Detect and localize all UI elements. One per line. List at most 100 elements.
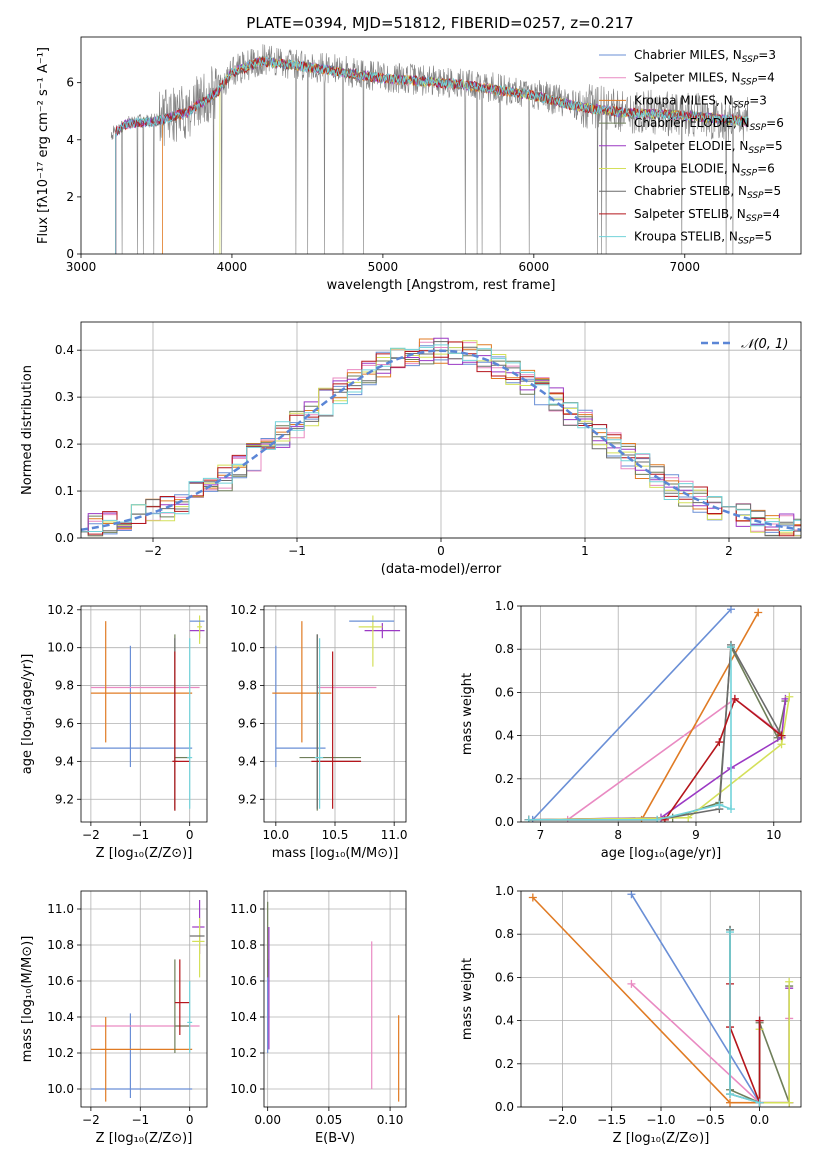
errorbar-point: [174, 959, 190, 1053]
plus-marker: [653, 815, 662, 822]
errorbar-point: [90, 1013, 193, 1098]
gaussian-reference-curve: [81, 349, 801, 532]
legend-entry: Kroupa ELODIE, NSSP=6: [634, 162, 775, 179]
x-tick-label: 0.00: [254, 1113, 281, 1127]
plus-marker: [627, 891, 636, 899]
y-tick-label: 0.2: [55, 437, 74, 451]
y-tick-label: 10.2: [47, 603, 74, 617]
figure-title: PLATE=0394, MJD=51812, FIBERID=0257, z=0…: [246, 14, 633, 32]
mass-weight-line: [528, 696, 791, 821]
axes-frame: [80, 605, 208, 823]
errorbar-point: [358, 615, 383, 667]
y-tick-label: 0.0: [495, 1100, 514, 1114]
legend-entry: Chabrier STELIB, NSSP=5: [634, 184, 781, 201]
errorbar-point: [314, 638, 324, 809]
panel-spectrum: 3000 4000 5000 6000 7000 0 2 4 6 wavelength [Angs…: [36, 36, 802, 293]
mass-weight-line: [532, 608, 732, 821]
errorbar-point: [187, 638, 193, 809]
y-tick-label: 9.8: [238, 679, 257, 693]
axes-frame: [520, 605, 802, 823]
y-tick-label: 0.2: [495, 772, 514, 786]
y-tick-label: 9.4: [238, 754, 257, 768]
spectrum-legend: Chabrier MILES, NSSP=3 Salpeter MILES, NS…: [599, 48, 784, 247]
x-tick-label: 0: [437, 544, 445, 558]
y-tick-label: 9.6: [238, 716, 257, 730]
axes-frame: [263, 890, 407, 1108]
panel-age_vs_Z: −2 −1 0 9.2 9.4 9.6 9.8 10.0 10.2 Z [log₁₀(Z/Z⊙)]…: [20, 603, 208, 861]
x-tick-label: 10.0: [262, 828, 289, 842]
y-tick-label: 10.2: [230, 603, 257, 617]
errorbar-point: [90, 621, 193, 743]
errorbar-point: [174, 634, 190, 811]
plot-area: [81, 337, 801, 537]
x-tick-label: −1.0: [646, 1113, 675, 1127]
y-tick-label: 6: [66, 76, 74, 90]
plus-marker: [715, 800, 724, 809]
plus-marker: [726, 1098, 735, 1107]
y-axis-label: mass weight: [460, 673, 475, 755]
plus-marker: [727, 643, 735, 652]
plot-area: [267, 901, 400, 1102]
x-tick-label: 8: [614, 828, 622, 842]
plot-area: [272, 615, 401, 811]
legend-entry: Kroupa MILES, NSSP=3: [634, 93, 767, 110]
y-tick-label: 10.4: [47, 1010, 74, 1024]
x-tick-label: −1: [131, 1113, 149, 1127]
x-tick-label: 7000: [670, 260, 701, 274]
model-spectrum-line: [115, 55, 749, 254]
errorbar-point: [192, 900, 205, 954]
plus-marker: [727, 805, 735, 814]
x-axis-label: Z [log₁₀(Z/Z⊙)]: [96, 846, 193, 861]
panel-mass_vs_EBV: 0.00 0.05 0.10 10.0 10.2 10.4 10.6 10.8 11.0 E(B-…: [230, 890, 407, 1146]
x-tick-label: 0: [186, 1113, 194, 1127]
y-tick-label: 0: [66, 247, 74, 261]
axes-frame: [80, 36, 802, 255]
x-tick-label: 0: [186, 828, 194, 842]
x-axis-label: E(B-V): [315, 1131, 355, 1146]
x-tick-label: −2: [82, 828, 100, 842]
y-tick-label: 10.6: [47, 974, 74, 988]
mass-weight-line: [758, 988, 790, 1104]
mass-weight-line: [729, 932, 760, 1104]
errorbar-point: [192, 918, 205, 978]
legend-entry: Chabrier MILES, NSSP=3: [634, 48, 776, 65]
x-axis-label: Z [log₁₀(Z/Z⊙)]: [613, 1131, 710, 1146]
histogram-step: [81, 341, 801, 537]
plus-marker: [528, 893, 537, 902]
x-tick-label: −2: [82, 1113, 100, 1127]
x-tick-label: −1: [288, 544, 306, 558]
plus-marker: [785, 692, 794, 701]
y-tick-label: 10.2: [230, 1046, 257, 1060]
y-tick-label: 0.4: [55, 343, 74, 357]
x-axis-label: (data-model)/error: [381, 562, 502, 577]
y-tick-label: 0.3: [55, 390, 74, 404]
panel-age_vs_mass: 10.0 10.5 11.0 9.2 9.4 9.6 9.8 10.0 10.2 mass [lo…: [230, 603, 407, 861]
plus-marker: [754, 608, 763, 617]
y-tick-label: 0.4: [495, 1014, 514, 1028]
panel-residuals: −2 −1 0 1 2 0.0 0.1 0.2 0.3 0.4 (data-model)/error…: [20, 321, 802, 577]
plus-marker: [627, 979, 636, 988]
panel-cumulative_mass_vs_age: 7 8 9 10 0.0 0.2 0.4 0.6 0.8 1.0 age [log₁₀(age/yr…: [460, 599, 802, 861]
errorbar-point: [172, 651, 190, 811]
axes-frame: [80, 890, 208, 1108]
y-tick-label: 10.6: [230, 974, 257, 988]
plus-marker: [727, 606, 735, 614]
x-tick-label: 3000: [66, 260, 97, 274]
plus-marker: [777, 731, 786, 740]
x-tick-label: 7: [537, 828, 545, 842]
x-tick-label: 10: [766, 828, 781, 842]
y-tick-label: 10.2: [47, 1046, 74, 1060]
histogram-step: [81, 344, 801, 533]
plus-marker: [524, 815, 533, 822]
mass-weight-line: [528, 647, 732, 821]
errorbar-point: [316, 634, 362, 809]
y-tick-label: 10.4: [230, 1010, 257, 1024]
mass-weight-line: [630, 893, 761, 1104]
y-tick-label: 9.6: [55, 716, 74, 730]
legend-entry: Chabrier ELODIE, NSSP=6: [634, 116, 784, 133]
plus-marker: [730, 694, 739, 703]
x-axis-label: Z [log₁₀(Z/Z⊙)]: [96, 1131, 193, 1146]
x-tick-label: 9: [692, 828, 700, 842]
errorbar-point: [364, 623, 401, 639]
